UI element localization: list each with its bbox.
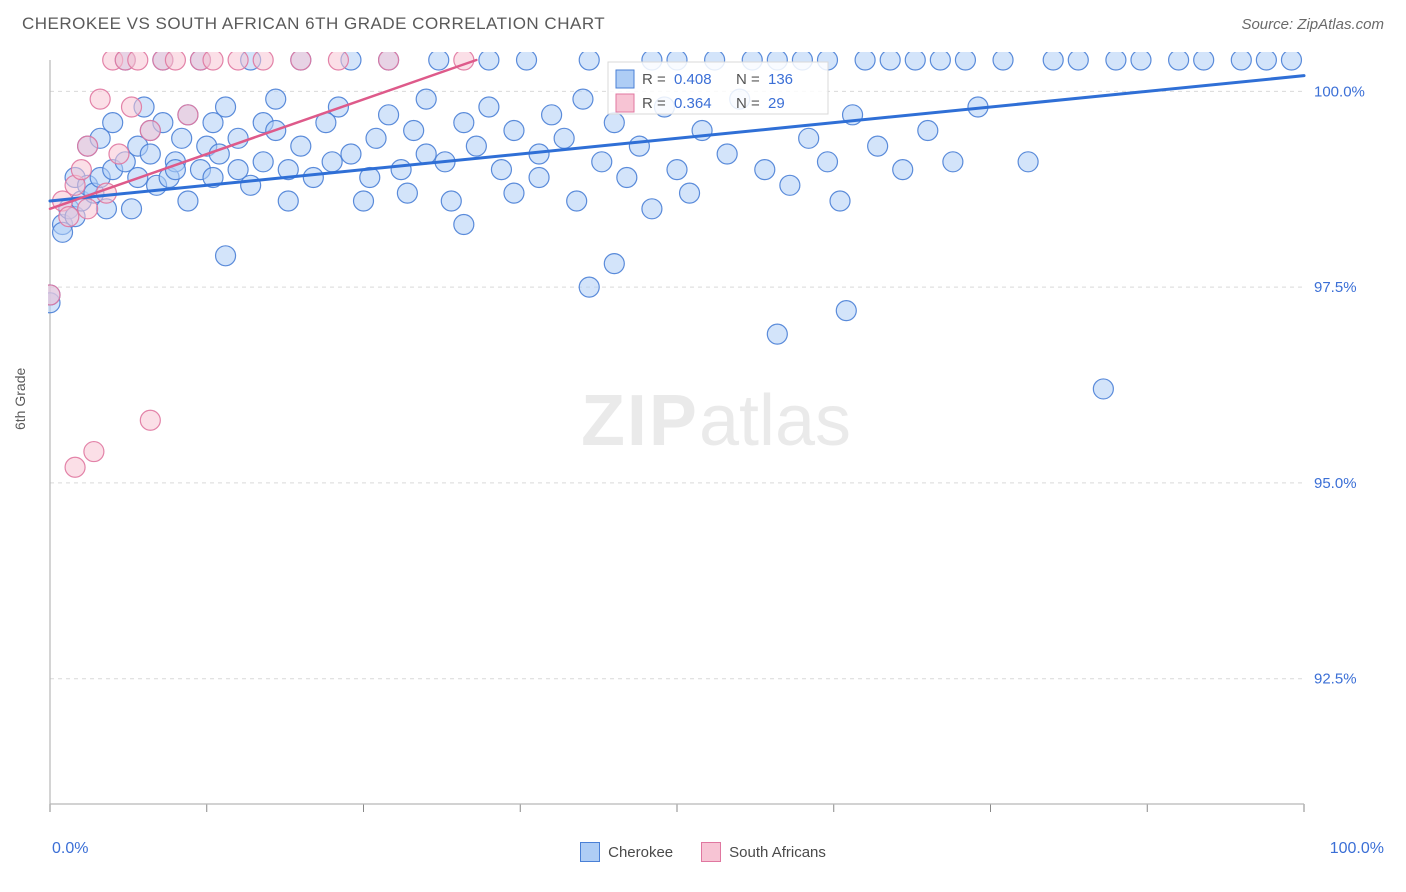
bottom-legend: Cherokee South Africans <box>0 842 1406 862</box>
chart-header: CHEROKEE VS SOUTH AFRICAN 6TH GRADE CORR… <box>0 0 1406 42</box>
svg-text:0.364: 0.364 <box>674 95 712 112</box>
legend-swatch-cherokee <box>580 842 600 862</box>
legend-item-south-africans: South Africans <box>701 842 826 862</box>
svg-text:29: 29 <box>768 95 785 112</box>
legend-label: South Africans <box>729 844 826 861</box>
y-axis-label: 6th Grade <box>12 368 28 430</box>
svg-text:0.408: 0.408 <box>674 71 712 88</box>
svg-text:95.0%: 95.0% <box>1314 475 1357 492</box>
svg-text:R =: R = <box>642 95 666 112</box>
svg-text:97.5%: 97.5% <box>1314 279 1357 296</box>
svg-text:R =: R = <box>642 71 666 88</box>
chart-title: CHEROKEE VS SOUTH AFRICAN 6TH GRADE CORR… <box>22 14 605 34</box>
svg-text:N =: N = <box>736 95 760 112</box>
legend-item-cherokee: Cherokee <box>580 842 673 862</box>
source-attribution: Source: ZipAtlas.com <box>1241 16 1384 33</box>
scatter-chart-svg: 100.0% 97.5% 95.0% 92.5% R = 0.408 N = 136 R = 0.… <box>48 52 1384 820</box>
legend-label: Cherokee <box>608 844 673 861</box>
chart-plot: 100.0% 97.5% 95.0% 92.5% R = 0.408 N = 136 R = 0.… <box>48 52 1384 820</box>
svg-text:N =: N = <box>736 71 760 88</box>
svg-text:92.5%: 92.5% <box>1314 671 1357 688</box>
svg-text:100.0%: 100.0% <box>1314 83 1365 100</box>
svg-text:136: 136 <box>768 71 793 88</box>
legend-swatch-south-africans <box>701 842 721 862</box>
